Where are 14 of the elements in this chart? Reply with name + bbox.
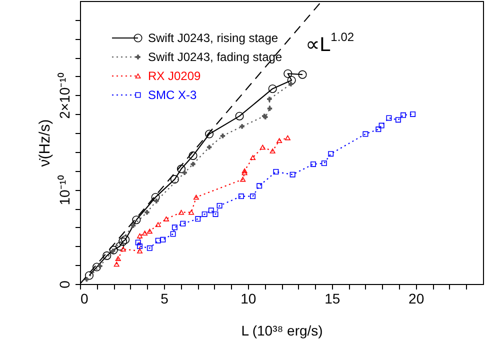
x-tick-label: 0	[80, 290, 88, 306]
x-axis-title: L (10³⁸ erg/s)	[241, 322, 323, 338]
legend-label: RX J0209	[148, 69, 202, 83]
legend-label: SMC X-3	[148, 88, 197, 102]
y-tick-label: 0	[56, 280, 72, 288]
legend-label: Swift J0243, rising stage	[148, 31, 278, 45]
x-tick-label: 20	[408, 290, 424, 306]
y-axis-title: ν̇(Hz/s)	[36, 119, 54, 167]
legend-label: Swift J0243, fading stage	[148, 50, 282, 64]
x-tick-label: 10	[240, 290, 256, 306]
x-tick-label: 15	[324, 290, 340, 306]
y-tick-label: 10⁻¹⁰	[56, 175, 72, 206]
x-tick-label: 5	[160, 290, 169, 306]
y-tick-label: 2×10⁻¹⁰	[56, 72, 72, 119]
